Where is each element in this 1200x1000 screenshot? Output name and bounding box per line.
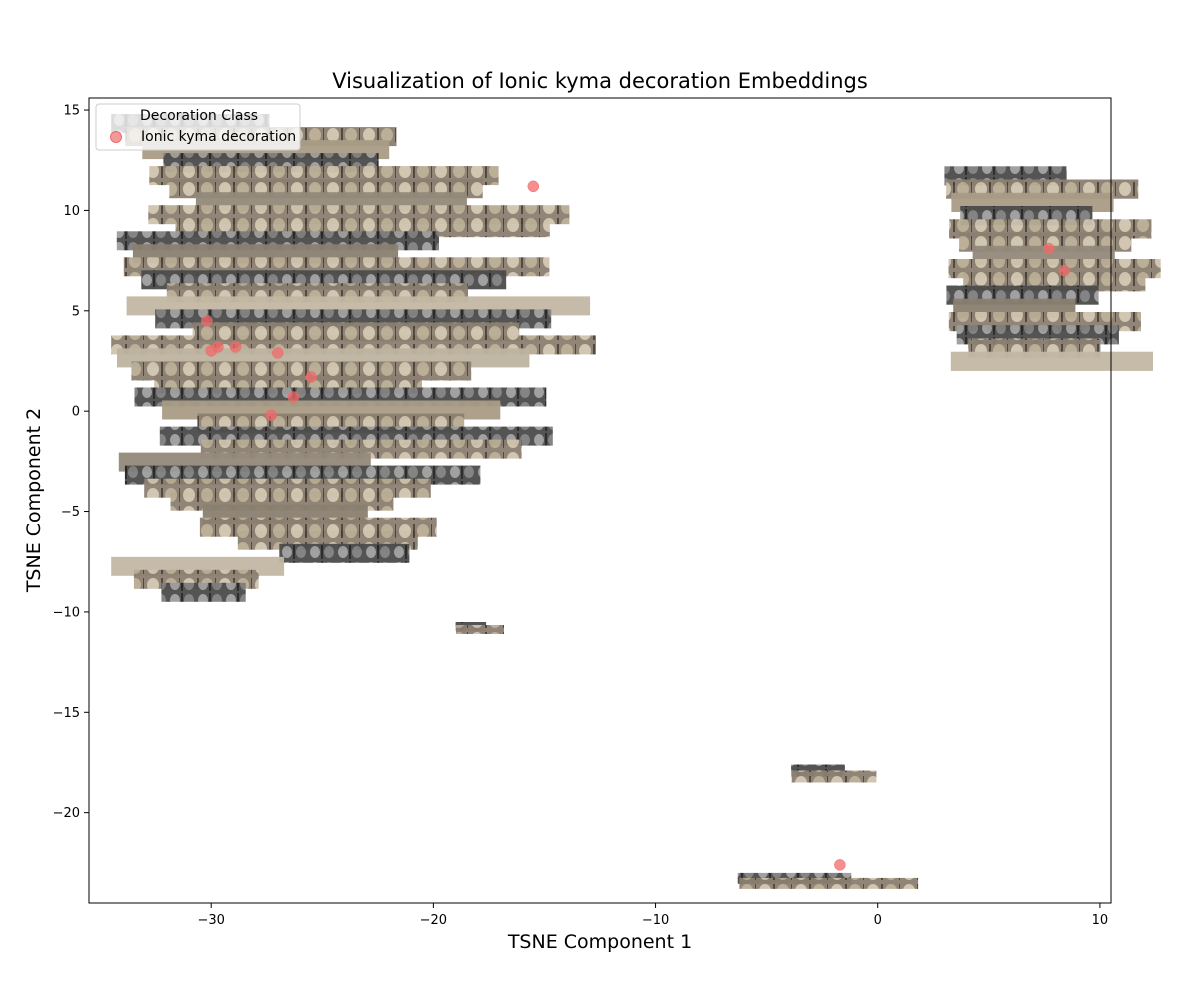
scatter-point xyxy=(287,391,300,403)
legend-title: Decoration Class xyxy=(140,108,258,124)
scatter-point xyxy=(229,341,242,353)
thumbnail-cluster xyxy=(791,764,877,783)
y-tick-label: −10 xyxy=(53,605,80,620)
y-tick-label: −5 xyxy=(61,505,80,520)
scatter-point xyxy=(834,859,846,871)
thumbnail-image xyxy=(739,877,919,889)
legend: Decoration Class Ionic kyma decoration xyxy=(95,103,301,151)
thumbnail-image xyxy=(950,351,1153,371)
scatter-point xyxy=(272,347,284,359)
x-tick-label: 10 xyxy=(1092,913,1109,928)
y-tick-label: 15 xyxy=(63,104,80,119)
x-tick-label: −20 xyxy=(420,913,447,928)
x-tick-label: −30 xyxy=(197,913,224,928)
y-axis-ticks: 15 10 5 0 −5 −10 −15 −20 xyxy=(53,104,89,821)
scatter-point xyxy=(1058,264,1071,277)
x-axis-label: TSNE Component 1 xyxy=(507,931,692,953)
scatter-point xyxy=(201,315,213,327)
x-tick-label: 0 xyxy=(874,913,882,928)
y-tick-label: 10 xyxy=(63,204,80,219)
thumbnail-cluster xyxy=(737,872,919,889)
y-axis-label: TSNE Component 2 xyxy=(23,408,45,593)
y-tick-label: 5 xyxy=(72,304,80,319)
legend-marker-ionic-kyma xyxy=(110,131,122,143)
plot-area-frame xyxy=(88,97,1112,904)
thumbnail-image-layer xyxy=(111,114,1161,889)
legend-box xyxy=(95,103,301,151)
legend-label-ionic-kyma: Ionic kyma decoration xyxy=(141,129,296,145)
x-tick-label: −10 xyxy=(642,913,669,928)
thumbnail-image xyxy=(279,543,410,563)
thumbnail-cluster xyxy=(455,622,504,634)
scatter-point xyxy=(305,371,317,383)
thumbnail-cluster xyxy=(111,114,596,602)
scatter-point xyxy=(527,180,540,193)
scatter-points-layer xyxy=(201,180,1071,871)
chart-title: Visualization of Ionic kyma decoration E… xyxy=(332,69,868,93)
thumbnail-image xyxy=(791,770,877,783)
scatter-point xyxy=(265,409,277,421)
y-tick-label: −20 xyxy=(53,806,80,821)
thumbnail-cluster xyxy=(944,166,1161,371)
y-tick-label: −15 xyxy=(53,706,80,721)
thumbnail-image xyxy=(456,625,504,634)
thumbnail-image xyxy=(161,582,246,602)
scatter-point xyxy=(212,341,224,353)
scatter-point xyxy=(1043,242,1055,255)
x-axis-ticks: −30 −20 −10 0 10 xyxy=(197,903,1108,928)
y-tick-label: 0 xyxy=(72,405,80,420)
